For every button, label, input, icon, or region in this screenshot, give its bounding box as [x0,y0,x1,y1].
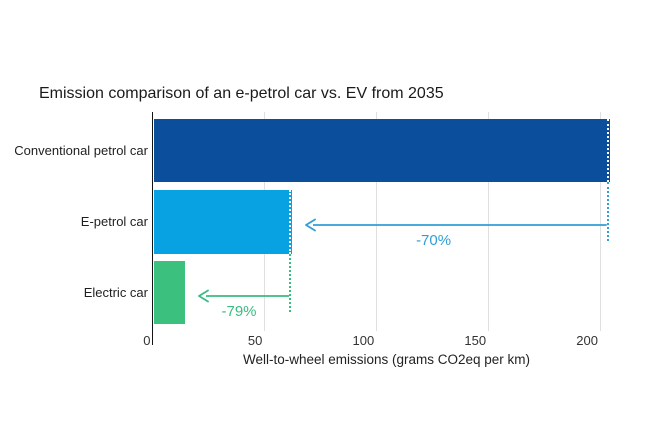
reduction-label-70: -70% [416,232,452,249]
reference-dotted-line-white-79 [289,190,292,254]
reference-dotted-line-70 [606,182,609,241]
left-arrow-icon [197,289,290,302]
reference-dotted-line-79 [289,254,292,312]
y-axis-line [151,112,154,345]
reduction-arrow-79 [197,288,290,304]
reduction-label-79: -79% [221,302,257,320]
gridline-150 [488,112,490,331]
x-tick-50: 50 [247,333,263,348]
category-label-conventional-petrol-car: Conventional petrol car [14,142,148,158]
x-tick-150: 150 [464,333,487,348]
bar-electric-car [153,261,185,324]
reduction-arrow-70 [304,217,607,233]
bar-conventional-petrol-car [153,119,610,182]
reference-dotted-line-white-70 [606,119,609,182]
gridline-200 [600,112,601,331]
bar-e-petrol-car [153,190,293,254]
category-label-e-petrol-car: E-petrol car [80,214,148,229]
x-axis-label: Well-to-wheel emissions (grams CO2eq per… [242,352,531,367]
x-tick-200: 200 [576,333,598,348]
gridline-100 [376,112,378,331]
left-arrow-icon [305,218,607,232]
x-tick-0: 0 [143,333,151,348]
x-tick-100: 100 [352,333,375,348]
category-label-electric-car: Electric car [83,284,148,300]
chart-title: Emission comparison of an e-petrol car v… [39,85,444,102]
